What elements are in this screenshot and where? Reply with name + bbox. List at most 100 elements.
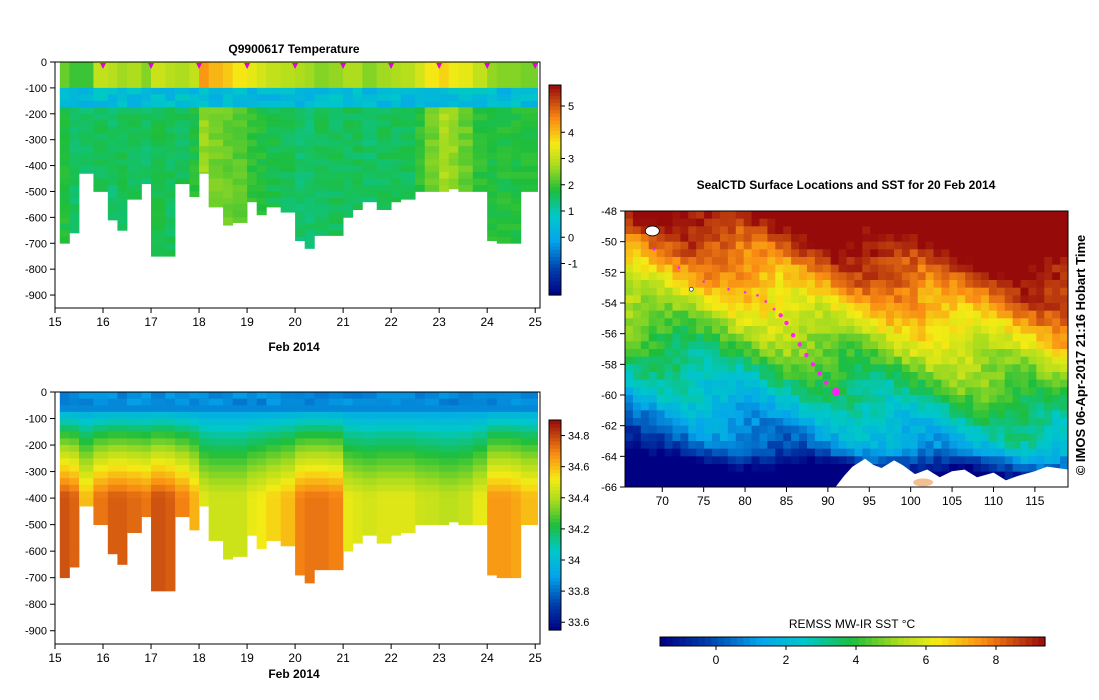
sst-cell [791, 441, 800, 450]
temperature-cell [352, 107, 363, 115]
sst-cell [941, 372, 950, 381]
sst-cell [625, 349, 634, 358]
temperature-cell [400, 81, 416, 89]
sst-map-x-tick-label: 70 [656, 494, 670, 508]
salinity-cell [424, 451, 440, 459]
sst-cell [735, 310, 745, 319]
salinity-cell [266, 464, 282, 472]
sst-cell [759, 372, 768, 381]
sst-cell [1028, 310, 1037, 319]
salinity-cell [223, 445, 234, 453]
temperature-cell [487, 81, 498, 89]
sst-cell [854, 295, 863, 304]
sst-colorbar-tick-label: 2 [783, 653, 790, 667]
sst-cell [712, 295, 721, 304]
sst-cell [656, 241, 666, 250]
temperature-colorbar-segment [549, 179, 561, 184]
salinity-cell [175, 451, 190, 459]
sst-cell [640, 464, 650, 473]
salinity-x-tick-label: 25 [529, 651, 543, 665]
temperature-cell [59, 185, 70, 192]
sst-cell [917, 295, 927, 304]
sst-cell [957, 433, 966, 442]
salinity-colorbar-segment [549, 626, 561, 631]
sst-cell [688, 287, 697, 296]
sst-cell [893, 425, 903, 434]
salinity-cell [304, 564, 315, 572]
salinity-cell [328, 478, 344, 486]
sst-map-x-tick-label: 110 [984, 494, 1003, 508]
sst-cell [854, 387, 863, 396]
temperature-cell [266, 74, 282, 82]
temperature-cell [175, 81, 190, 89]
salinity-cell [415, 498, 426, 506]
sst-cell [704, 257, 713, 266]
salinity-cell [266, 498, 282, 506]
sst-cell [1028, 387, 1037, 396]
sst-cell [980, 310, 990, 319]
sst-cell [1060, 241, 1069, 250]
sst-cell [688, 257, 697, 266]
sst-cell [680, 379, 689, 388]
salinity-cell [458, 504, 474, 512]
sst-cell [1044, 280, 1053, 289]
salinity-cell [295, 498, 306, 506]
sst-cell [822, 464, 832, 473]
sst-cell [830, 211, 840, 220]
temperature-cell [208, 139, 224, 147]
salinity-cell [232, 491, 248, 499]
temperature-cell [256, 172, 267, 179]
temperature-cell [376, 87, 392, 95]
temperature-cell [69, 74, 80, 82]
temperature-cell [343, 68, 354, 76]
sst-cell [727, 387, 737, 396]
sst-cell [696, 326, 705, 335]
temperature-cell [391, 139, 402, 147]
sst-cell [1036, 379, 1045, 388]
salinity-cell [266, 531, 282, 539]
sst-cell [799, 295, 808, 304]
sst-cell [917, 379, 927, 388]
sst-map-x-tick-label: 95 [863, 494, 877, 508]
salinity-cell [189, 438, 200, 446]
sst-cell [648, 333, 658, 342]
sst-cell [886, 295, 895, 304]
temperature-cell [424, 152, 440, 160]
sst-cell [1020, 448, 1029, 457]
sst-cell [1052, 257, 1061, 266]
sst-cell [672, 333, 681, 342]
sst-cell [783, 249, 792, 258]
sst-cell [712, 249, 721, 258]
salinity-cell [511, 511, 522, 519]
salinity-cell [151, 524, 166, 532]
sst-cell [1052, 341, 1061, 350]
salinity-cell [400, 425, 416, 433]
sst-cell [704, 303, 713, 312]
salinity-cell [127, 464, 142, 472]
salinity-cell [141, 451, 152, 459]
temperature-cell [496, 191, 512, 199]
sst-cell [625, 226, 634, 235]
salinity-cell [223, 392, 234, 400]
salinity-cell [314, 564, 330, 571]
sst-cell [901, 303, 911, 312]
sst-cell [648, 471, 658, 480]
temperature-cell [424, 120, 440, 128]
temperature-cell [458, 185, 474, 192]
temperature-cell [400, 126, 416, 134]
sst-cell [830, 234, 840, 243]
salinity-cell [199, 392, 210, 400]
sst-cell [735, 249, 745, 258]
temperature-cell [175, 172, 190, 179]
temperature-cell [199, 62, 210, 69]
sst-cell [870, 418, 879, 427]
temperature-cell [295, 217, 306, 225]
temperature-cell [107, 210, 118, 218]
sst-cell [632, 387, 642, 396]
temperature-cell [141, 126, 152, 134]
salinity-cell [59, 537, 70, 545]
sst-cell [941, 356, 950, 365]
temperature-cell [266, 68, 282, 76]
sst-cell [846, 226, 855, 235]
temperature-cell [496, 126, 512, 134]
